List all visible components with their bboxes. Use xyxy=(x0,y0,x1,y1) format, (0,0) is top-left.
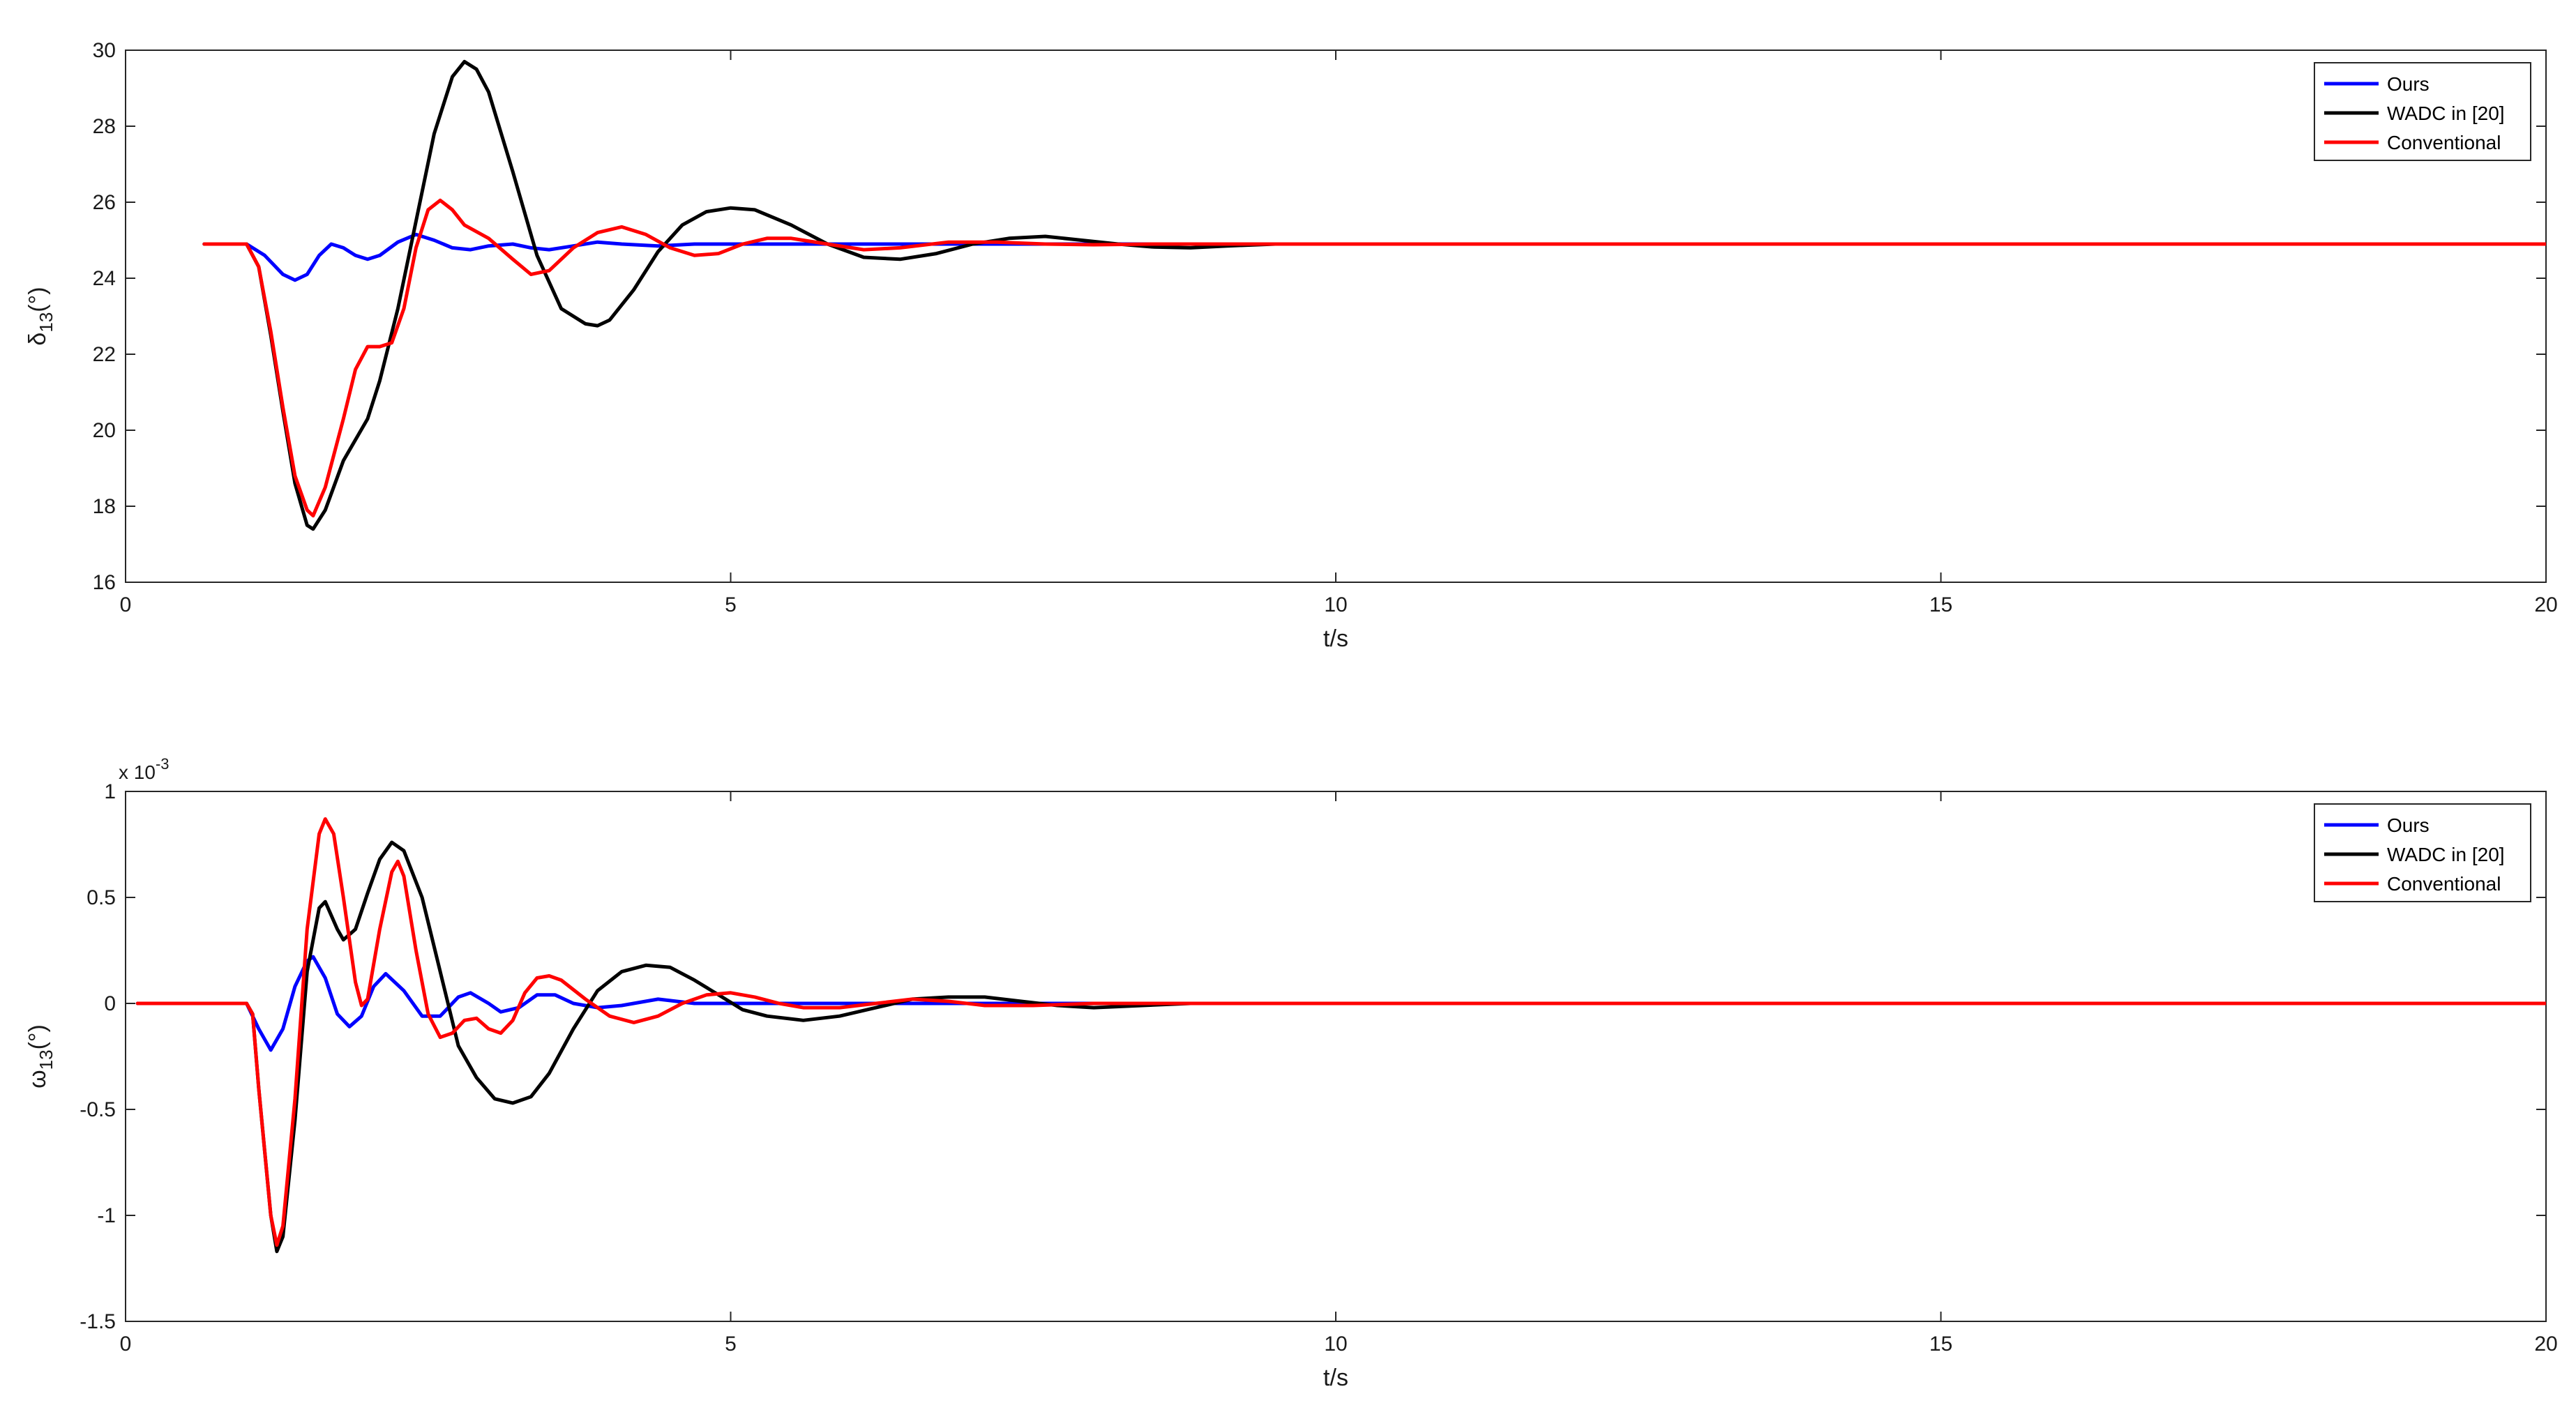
series-group xyxy=(135,817,2546,1254)
x-tick-label: 0 xyxy=(120,1333,132,1356)
legend-label-conventional: Conventional xyxy=(2387,873,2501,895)
y-tick-label: 16 xyxy=(93,571,116,594)
y-tick-label: 0.5 xyxy=(86,886,116,909)
legend-label-wadc-in-20: WADC in [20] xyxy=(2387,103,2505,124)
y-axis-label-symbol: δ xyxy=(24,333,51,346)
y-axis-label-unit: (°) xyxy=(24,287,51,312)
y-axis-label-subscript: 13 xyxy=(36,1049,57,1070)
y-axis-label: ω13(°) xyxy=(24,1024,57,1088)
y-tick-label: 30 xyxy=(93,39,116,62)
x-tick-label: 10 xyxy=(1324,593,1347,616)
y-tick-label: 24 xyxy=(93,267,116,290)
y-axis-label-symbol: ω xyxy=(24,1070,51,1088)
legend: Ours WADC in [20] Conventional xyxy=(2314,803,2531,902)
legend: Ours WADC in [20] Conventional xyxy=(2314,62,2531,161)
legend-label-ours: Ours xyxy=(2387,814,2430,836)
y-tick-label: 22 xyxy=(93,343,116,366)
x-tick-label: 0 xyxy=(120,593,132,616)
x-axis-label: t/s xyxy=(1323,1365,1348,1391)
axes-box xyxy=(125,50,2547,583)
y-tick-label: 0 xyxy=(104,992,116,1015)
series-line-ours xyxy=(202,232,2546,282)
series-line-wadc-in-20 xyxy=(202,59,2546,531)
y-multiplier-exponent: -3 xyxy=(156,755,170,773)
y-axis-label-unit: (°) xyxy=(24,1024,51,1049)
axes-box xyxy=(125,791,2547,1322)
y-multiplier-base: x 10 xyxy=(119,761,156,783)
series-group xyxy=(202,59,2546,531)
x-tick-label: 20 xyxy=(2534,593,2557,616)
omega-13-plot: 0 5 10 15 20 -1.5 -1 -0.5 0 0.5 1 t/s ω13(°) x 10-3 Ou… xyxy=(24,755,2558,1391)
y-axis-label: δ13(°) xyxy=(24,287,57,345)
y-tick-label: -1.5 xyxy=(80,1310,116,1333)
y-tick-label: 26 xyxy=(93,191,116,214)
legend-label-conventional: Conventional xyxy=(2387,132,2501,153)
y-axis-label-subscript: 13 xyxy=(36,312,57,333)
x-tick-label: 15 xyxy=(1929,593,1952,616)
legend-label-ours: Ours xyxy=(2387,73,2430,95)
y-tick-label: 20 xyxy=(93,419,116,442)
x-tick-label: 15 xyxy=(1929,1333,1952,1356)
series-line-wadc-in-20 xyxy=(135,840,2546,1254)
y-multiplier-label: x 10-3 xyxy=(119,755,170,783)
y-tick-label: -0.5 xyxy=(80,1098,116,1121)
y-tick-label: 18 xyxy=(93,495,116,518)
y-tick-label: 28 xyxy=(93,115,116,138)
x-tick-label: 20 xyxy=(2534,1333,2557,1356)
x-axis-label: t/s xyxy=(1323,625,1348,652)
legend-label-wadc-in-20: WADC in [20] xyxy=(2387,844,2505,865)
x-tick-label: 10 xyxy=(1324,1333,1347,1356)
series-line-conventional xyxy=(135,817,2546,1247)
series-line-conventional xyxy=(202,198,2546,518)
y-tick-label: -1 xyxy=(97,1204,116,1227)
x-tick-label: 5 xyxy=(725,593,737,616)
x-tick-label: 5 xyxy=(725,1333,737,1356)
delta-13-plot: 0 5 10 15 20 16 18 20 22 24 26 28 30 t/s δ13(°) Ours WAD… xyxy=(24,39,2558,652)
y-tick-label: 1 xyxy=(104,780,116,803)
